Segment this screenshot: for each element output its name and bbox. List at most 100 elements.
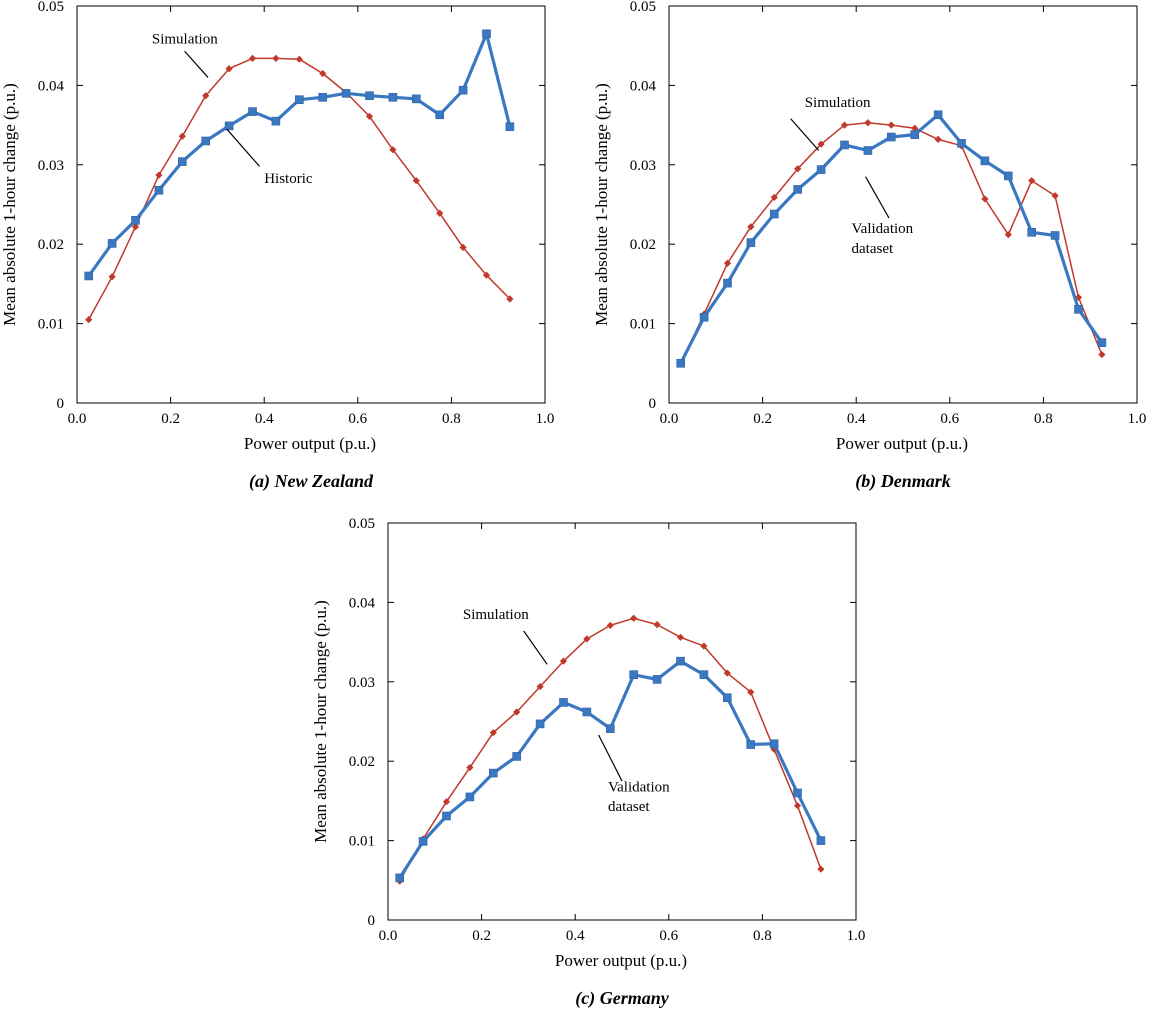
- data-point-square: [769, 209, 779, 219]
- x-axis-title: Power output (p.u.): [555, 951, 687, 970]
- data-point-diamond: [155, 171, 163, 179]
- panel-caption: (b) Denmark: [855, 471, 951, 492]
- x-tick-label: 0.2: [472, 928, 491, 944]
- data-point-square: [582, 707, 592, 717]
- data-point-diamond: [770, 193, 778, 201]
- data-point-square: [294, 95, 304, 104]
- x-tick-label: 0.4: [566, 928, 585, 944]
- chart-panel-2: 0.0 0.2 0.4 0.6 0.8 1.0 0 0.01 0.02 0.03 0.04 0.05 P…: [592, 0, 1146, 492]
- data-point-diamond: [295, 55, 303, 63]
- data-point-square: [435, 110, 445, 120]
- y-tick-label: 0.03: [38, 158, 64, 174]
- data-point-square: [84, 271, 93, 281]
- data-point-diamond: [1028, 177, 1036, 185]
- data-point-square: [723, 278, 732, 288]
- data-point-square: [980, 156, 990, 166]
- plot-frame: [76, 5, 546, 404]
- data-point-diamond: [272, 54, 280, 63]
- data-point-square: [535, 719, 545, 729]
- data-point-square: [458, 85, 468, 95]
- series-simulation: [396, 614, 825, 885]
- x-tick-label: 1.0: [1128, 411, 1147, 427]
- x-tick-label: 0.2: [161, 411, 180, 427]
- data-point-square: [178, 157, 187, 166]
- plot-frame: [668, 5, 1138, 404]
- data-point-square: [933, 110, 943, 120]
- data-point-diamond: [817, 865, 825, 873]
- annotation-label: dataset: [852, 241, 894, 257]
- y-tick-label: 0.05: [630, 0, 656, 15]
- y-tick-label: 0.02: [38, 237, 64, 253]
- y-tick-label: 0.05: [349, 516, 375, 532]
- data-point-diamond: [225, 65, 233, 73]
- data-point-square: [793, 788, 802, 798]
- data-point-diamond: [793, 802, 802, 810]
- series-validation-dataset: [395, 656, 826, 883]
- data-point-square: [1074, 305, 1083, 314]
- x-tick-label: 0.4: [255, 411, 274, 427]
- data-point-square: [418, 837, 428, 846]
- annotation-leader-line: [598, 734, 623, 782]
- y-tick-label: 0.01: [38, 317, 64, 333]
- x-tick-label: 1.0: [536, 411, 555, 427]
- data-point-square: [629, 670, 639, 679]
- x-tick-label: 1.0: [847, 928, 866, 944]
- data-point-diamond: [489, 729, 497, 737]
- data-point-diamond: [723, 259, 732, 267]
- annotation-label: Validation: [852, 221, 914, 237]
- x-tick-label: 0.6: [348, 411, 367, 427]
- data-point-square: [131, 216, 140, 225]
- data-point-square: [505, 122, 515, 131]
- data-point-square: [957, 139, 966, 148]
- y-axis-title: Mean absolute 1-hour change (p.u.): [0, 83, 19, 326]
- data-point-diamond: [700, 642, 708, 650]
- annotation-leader-line: [226, 128, 260, 167]
- data-point-diamond: [653, 621, 661, 629]
- panel-caption: (a) New Zealand: [249, 471, 374, 492]
- series-line: [399, 617, 822, 882]
- data-point-square: [341, 89, 351, 98]
- data-point-square: [388, 93, 398, 102]
- data-point-square: [793, 185, 803, 194]
- data-point-square: [482, 29, 491, 39]
- data-point-diamond: [482, 271, 491, 279]
- y-tick-label: 0.01: [349, 834, 375, 850]
- data-point-square: [201, 136, 210, 146]
- series-line: [87, 32, 512, 277]
- x-tick-label: 0.8: [442, 411, 461, 427]
- x-tick-label: 0.8: [753, 928, 772, 944]
- data-point-diamond: [723, 669, 731, 677]
- data-point-square: [840, 140, 849, 150]
- data-point-square: [465, 792, 475, 802]
- y-tick-label: 0.03: [630, 158, 656, 174]
- data-point-square: [224, 121, 234, 131]
- data-point-diamond: [85, 316, 93, 324]
- data-point-diamond: [466, 763, 474, 772]
- annotation-leader-line: [865, 176, 890, 219]
- data-point-square: [769, 739, 779, 749]
- y-tick-label: 0.02: [630, 237, 656, 253]
- data-point-diamond: [887, 121, 895, 129]
- data-point-square: [318, 93, 328, 102]
- y-tick-label: 0: [368, 913, 376, 929]
- data-point-diamond: [131, 223, 140, 231]
- annotation-leader-line: [790, 118, 820, 151]
- annotation-label: Simulation: [152, 31, 218, 47]
- data-point-diamond: [459, 243, 467, 251]
- plot-frame: [387, 522, 857, 921]
- data-point-square: [886, 132, 896, 142]
- data-point-diamond: [436, 209, 444, 217]
- x-tick-label: 0.6: [940, 411, 959, 427]
- data-point-diamond: [817, 140, 825, 148]
- y-tick-label: 0.04: [630, 78, 657, 94]
- data-point-diamond: [1098, 350, 1106, 359]
- data-point-square: [863, 146, 873, 155]
- data-point-square: [652, 675, 662, 684]
- x-tick-label: 0.6: [659, 928, 678, 944]
- data-point-diamond: [840, 121, 849, 129]
- y-tick-label: 0.03: [349, 675, 375, 691]
- data-point-square: [154, 185, 164, 195]
- data-point-square: [722, 693, 732, 702]
- data-point-diamond: [794, 165, 802, 173]
- y-axis-title: Mean absolute 1-hour change (p.u.): [592, 83, 611, 326]
